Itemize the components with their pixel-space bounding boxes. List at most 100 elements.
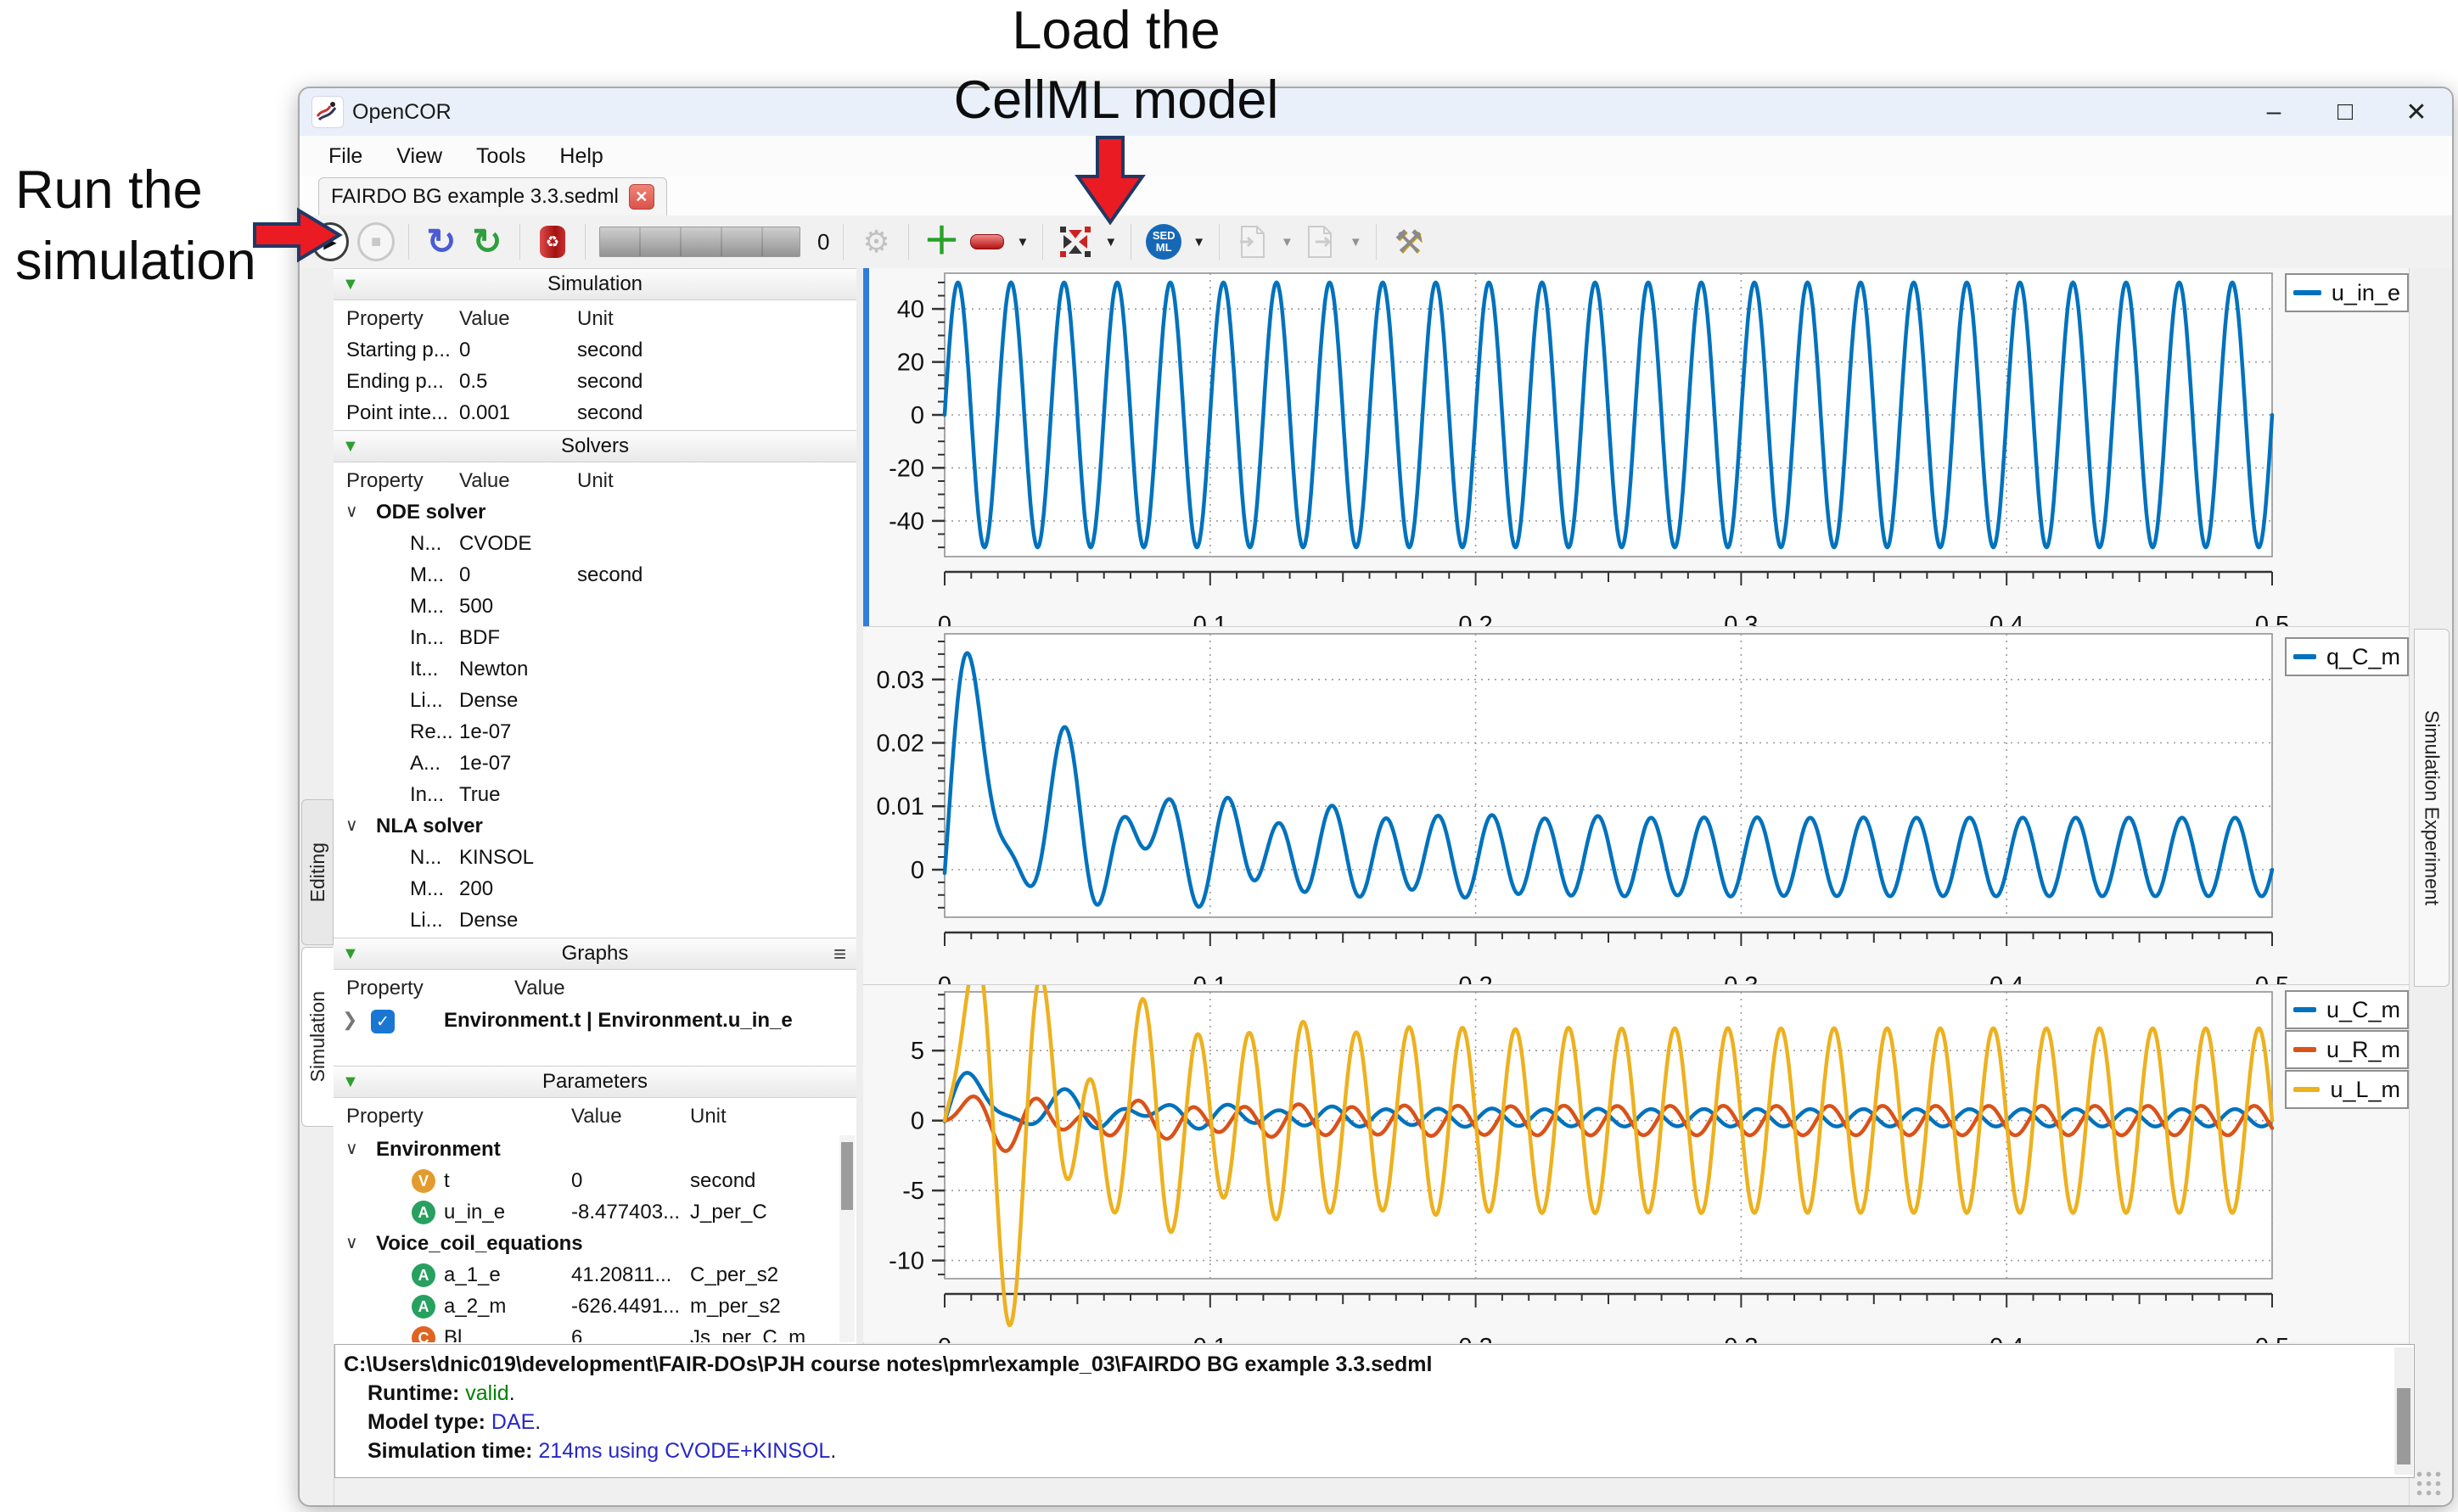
property-value: BDF bbox=[459, 626, 500, 650]
property-value: CVODE bbox=[459, 532, 531, 556]
parameter-value: 6 bbox=[571, 1326, 582, 1342]
property-row[interactable]: Li...Dense bbox=[334, 906, 856, 938]
close-button[interactable]: ✕ bbox=[2381, 88, 2452, 136]
property-row[interactable]: Point inte...0.001second bbox=[334, 399, 856, 430]
clear-simulation-results-icon[interactable]: ♻ bbox=[534, 223, 571, 260]
property-row[interactable]: A...1e-07 bbox=[334, 749, 856, 781]
svg-text:0: 0 bbox=[911, 1108, 924, 1135]
mode-tab-editing[interactable]: Editing bbox=[301, 799, 334, 945]
section-header-graphs[interactable]: ▼ Graphs ≡ bbox=[334, 938, 856, 970]
graph-panel-3[interactable]: -10-50500.10.20.30.40.5u_C_mu_R_mu_L_m bbox=[863, 984, 2409, 1342]
window-resize-grip[interactable] bbox=[2415, 1470, 2444, 1498]
minimize-button[interactable]: – bbox=[2238, 88, 2309, 136]
parameter-type-icon: V bbox=[412, 1169, 435, 1193]
svg-text:0.1: 0.1 bbox=[1193, 972, 1227, 985]
legend-label: u_C_m bbox=[2326, 997, 2400, 1023]
property-row[interactable]: In...True bbox=[334, 781, 856, 812]
toolbar-separator bbox=[1042, 224, 1043, 260]
opencor-logo-icon bbox=[311, 96, 344, 128]
parameter-value: 41.20811... bbox=[571, 1263, 671, 1287]
group-row[interactable]: ∨ODE solver bbox=[334, 498, 856, 529]
toolbar-separator bbox=[519, 224, 520, 260]
property-row[interactable]: M...500 bbox=[334, 592, 856, 624]
property-row[interactable]: Starting p...0second bbox=[334, 336, 856, 367]
property-value: 0 bbox=[459, 563, 470, 587]
graph-row[interactable]: ❯ ✓ Environment.t | Environment.u_in_e bbox=[334, 1004, 856, 1041]
graph-panel-1[interactable]: -40-200204000.10.20.30.40.5u_in_e bbox=[863, 268, 2409, 626]
property-row[interactable]: N...KINSOL bbox=[334, 843, 856, 875]
property-row[interactable]: Re...1e-07 bbox=[334, 718, 856, 749]
tab-close-icon[interactable]: ✕ bbox=[629, 184, 654, 210]
parameter-row[interactable]: Aa_1_e41.20811...C_per_s2 bbox=[334, 1261, 856, 1292]
chart-canvas[interactable]: -10-50500.10.20.30.40.5 bbox=[863, 985, 2409, 1343]
parameters-scrollbar[interactable] bbox=[839, 1135, 855, 1342]
group-row[interactable]: ∨Environment bbox=[334, 1135, 856, 1167]
chevron-down-icon[interactable]: ∨ bbox=[345, 815, 358, 836]
group-row[interactable]: ∨Voice_coil_equations bbox=[334, 1229, 856, 1261]
legend-u_L_m[interactable]: u_L_m bbox=[2285, 1070, 2409, 1109]
collapse-triangle-icon[interactable]: ▼ bbox=[342, 275, 359, 294]
menu-item-view[interactable]: View bbox=[379, 144, 459, 169]
legend-u_in_e[interactable]: u_in_e bbox=[2285, 273, 2409, 312]
menu-item-help[interactable]: Help bbox=[542, 144, 620, 169]
chart-canvas[interactable]: 00.010.020.0300.10.20.30.40.5 bbox=[863, 627, 2409, 985]
reset-model-parameters-icon[interactable]: ↻ bbox=[423, 223, 460, 260]
property-row[interactable]: M...200 bbox=[334, 875, 856, 906]
property-row[interactable]: It...Newton bbox=[334, 655, 856, 686]
mode-tab-simulation[interactable]: Simulation bbox=[301, 947, 334, 1127]
tab-fairdo-bg-example[interactable]: FAIRDO BG example 3.3.sedml ✕ bbox=[318, 177, 667, 216]
property-row[interactable]: Ending p...0.5second bbox=[334, 367, 856, 399]
chevron-down-icon[interactable]: ∨ bbox=[345, 501, 358, 522]
simulation-delay-slider[interactable] bbox=[599, 227, 800, 257]
parameter-row[interactable]: Aa_2_m-626.4491...m_per_s2 bbox=[334, 1292, 856, 1324]
collapse-triangle-icon[interactable]: ▼ bbox=[342, 944, 359, 964]
chevron-down-icon[interactable]: ∨ bbox=[345, 1138, 358, 1159]
graph-panel-2[interactable]: 00.010.020.0300.10.20.30.40.5q_C_m bbox=[863, 626, 2409, 984]
property-row[interactable]: N...CVODE bbox=[334, 529, 856, 561]
section-header-parameters[interactable]: ▼ Parameters bbox=[334, 1066, 856, 1098]
sedml-export-icon[interactable]: SEDML bbox=[1145, 223, 1182, 260]
cellml-export-icon[interactable] bbox=[1057, 223, 1094, 260]
legend-u_R_m[interactable]: u_R_m bbox=[2285, 1030, 2409, 1069]
property-row[interactable]: Li...Dense bbox=[334, 686, 856, 718]
property-row[interactable]: In...BDF bbox=[334, 624, 856, 655]
export-data-icon bbox=[1302, 223, 1339, 260]
console-scrollbar[interactable] bbox=[2394, 1347, 2413, 1475]
group-row[interactable]: ∨NLA solver bbox=[334, 812, 856, 843]
svg-text:0.3: 0.3 bbox=[1724, 972, 1758, 985]
collapse-triangle-icon[interactable]: ▼ bbox=[342, 1072, 359, 1092]
graphs-menu-icon[interactable]: ≡ bbox=[833, 941, 846, 967]
graph-checkbox[interactable]: ✓ bbox=[371, 1010, 395, 1033]
parameter-row[interactable]: Au_in_e-8.477403...J_per_C bbox=[334, 1198, 856, 1229]
menu-item-tools[interactable]: Tools bbox=[459, 144, 542, 169]
svg-text:0.4: 0.4 bbox=[1989, 1334, 2023, 1343]
parameter-row[interactable]: CBl6Js_per_C_m bbox=[334, 1324, 856, 1342]
property-row[interactable]: M...0second bbox=[334, 561, 856, 592]
legend-u_C_m[interactable]: u_C_m bbox=[2285, 990, 2409, 1029]
preferences-tools-icon[interactable]: ⚒ bbox=[1390, 223, 1428, 260]
menu-item-file[interactable]: File bbox=[311, 144, 379, 169]
remove-graph-panel-caret-icon[interactable]: ▼ bbox=[1016, 235, 1029, 249]
tab-simulation-experiment[interactable]: Simulation Experiment bbox=[2414, 629, 2450, 987]
sedml-export-caret-icon[interactable]: ▼ bbox=[1193, 235, 1205, 249]
chevron-down-icon[interactable]: ∨ bbox=[345, 1232, 358, 1253]
simulation-output-console[interactable]: C:\Users\dnic019\development\FAIR-DOs\PJ… bbox=[334, 1344, 2415, 1478]
section-header-simulation[interactable]: ▼ Simulation bbox=[334, 268, 856, 300]
property-name: Starting p... bbox=[346, 339, 451, 362]
reset-state-model-parameters-icon[interactable]: ↻ bbox=[469, 223, 506, 260]
legend-q_C_m[interactable]: q_C_m bbox=[2285, 637, 2409, 676]
collapse-triangle-icon[interactable]: ▼ bbox=[342, 437, 359, 456]
add-graph-panel-button[interactable]: ＋ bbox=[923, 223, 960, 260]
chart-canvas[interactable]: -40-200204000.10.20.30.40.5 bbox=[863, 268, 2409, 626]
property-name: Li... bbox=[410, 689, 443, 713]
section-header-solvers[interactable]: ▼ Solvers bbox=[334, 430, 856, 462]
svg-text:-20: -20 bbox=[889, 455, 924, 482]
svg-text:0.03: 0.03 bbox=[877, 667, 924, 694]
remove-graph-panel-button[interactable] bbox=[968, 223, 1006, 260]
parameter-row[interactable]: Vt0second bbox=[334, 1167, 856, 1198]
legend-line-icon bbox=[2293, 1087, 2320, 1092]
cellml-export-caret-icon[interactable]: ▼ bbox=[1104, 235, 1117, 249]
title-bar[interactable]: OpenCOR – □ ✕ bbox=[300, 88, 2452, 136]
maximize-button[interactable]: □ bbox=[2309, 88, 2381, 136]
expand-chevron-icon[interactable]: ❯ bbox=[342, 1009, 357, 1031]
